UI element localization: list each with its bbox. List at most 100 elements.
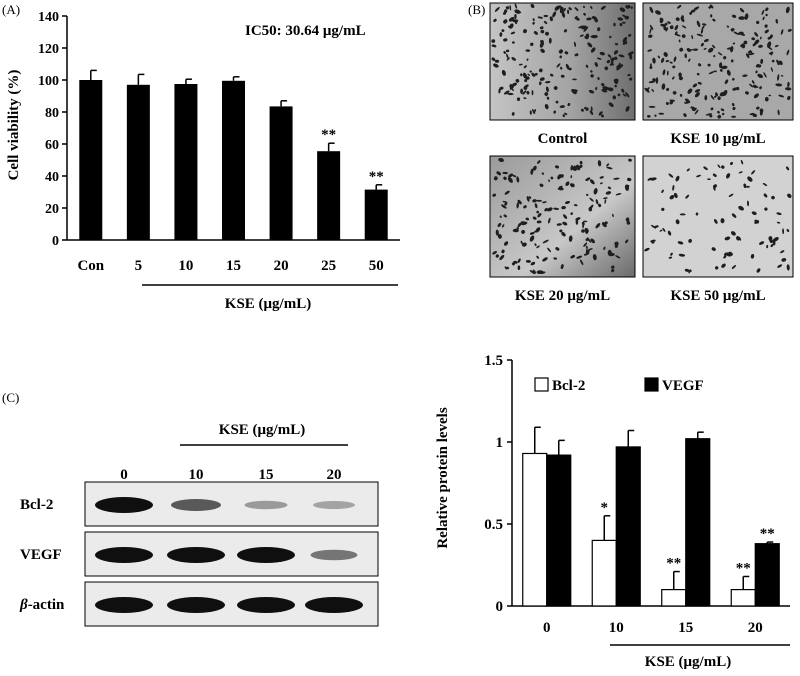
micrograph-1-cell <box>694 107 697 111</box>
micrograph-2-cell <box>589 204 594 210</box>
micrograph-0-cell <box>572 89 578 93</box>
micrograph-2-cell <box>517 265 521 271</box>
micrograph-1-cell <box>649 24 654 30</box>
micrograph-0-cell <box>522 90 527 95</box>
micrograph-0-cell <box>501 29 505 33</box>
micrograph-0-cell <box>531 90 534 96</box>
micrograph-0-cell <box>539 81 542 86</box>
chart-c-ytick-label-3: 1.5 <box>484 353 503 369</box>
micrograph-2-cell <box>561 205 566 210</box>
micrograph-1-cell <box>708 71 715 75</box>
micrograph-1-cell <box>680 16 685 23</box>
micrograph-2-cell <box>532 269 536 274</box>
micrograph-1-cell <box>717 96 721 101</box>
micrograph-1-cell <box>662 69 666 76</box>
chart-c-legend-swatch-0 <box>534 377 549 392</box>
micrograph-1-cell <box>694 89 701 93</box>
micrograph-3-cell <box>746 200 750 207</box>
micrograph-2-cell <box>583 253 588 256</box>
chart-a-xtick-label-0: Con <box>77 258 104 274</box>
micrograph-0-cell <box>511 57 517 61</box>
micrograph-0-cell <box>533 31 538 35</box>
micrograph-3-cell <box>730 231 736 236</box>
chart-a-ytick-label-4: 80 <box>45 106 59 121</box>
micrograph-2-cell <box>517 199 522 205</box>
micrograph-3-cell <box>751 170 756 175</box>
micrograph-1-cell <box>684 53 687 59</box>
micrograph-0-cell <box>509 23 514 29</box>
micrograph-1-cell <box>649 27 652 34</box>
micrograph-0-cell <box>544 92 549 96</box>
micrograph-2-cell <box>605 191 612 195</box>
micrograph-2-cell <box>528 196 532 199</box>
micrograph-1-cell <box>787 95 791 101</box>
micrograph-0-cell <box>624 15 630 20</box>
micrograph-2-cell <box>493 176 498 181</box>
micrograph-0-cell <box>564 112 568 116</box>
micrograph-3-cell <box>738 205 744 211</box>
micrograph-0-cell <box>501 69 506 76</box>
micrograph-0-cell <box>589 110 594 115</box>
micrograph-1-cell <box>765 13 768 17</box>
micrograph-0-cell <box>595 86 598 91</box>
micrograph-2-cell <box>611 268 615 273</box>
micrograph-3-cell <box>661 207 665 212</box>
micrograph-2-cell <box>615 192 622 196</box>
micrograph-0-cell <box>526 58 529 61</box>
micrograph-0-cell <box>625 5 630 9</box>
micrograph-0-cell <box>505 49 510 53</box>
micrograph-3-cell <box>766 244 769 249</box>
micrograph-0-cell <box>604 66 609 71</box>
micrograph-1-cell <box>740 31 744 36</box>
chart-c-xlabel: KSE (μg/mL) <box>645 654 731 670</box>
micrograph-3-cell <box>754 220 760 224</box>
micrograph-0-cell <box>530 3 535 9</box>
micrograph-0-cell <box>585 107 589 111</box>
micrograph-2-cell <box>547 247 552 253</box>
micrograph-0-cell <box>587 42 593 48</box>
micrograph-1-cell <box>677 4 682 9</box>
micrograph-2-cell <box>534 203 538 209</box>
micrograph-1-cell <box>694 92 700 98</box>
micrograph-1-cell <box>696 33 704 37</box>
micrograph-3-cell <box>771 195 775 200</box>
micrograph-1-cell <box>694 109 699 115</box>
micrograph-1-cell <box>751 80 755 84</box>
micrograph-2-cell <box>526 196 530 202</box>
micrograph-2-cell <box>583 220 588 223</box>
micrograph-2-cell <box>615 255 621 259</box>
chart-c-bar-0-3 <box>730 588 756 607</box>
chart-c-bar-0-2 <box>661 588 687 607</box>
micrograph-1-cell <box>759 109 763 116</box>
micrograph-1-cell <box>742 74 748 77</box>
micrograph-3-cell <box>764 207 768 211</box>
micrograph-2-cell <box>516 176 520 183</box>
micrograph-0-cell <box>618 54 625 58</box>
micrograph-1-cell <box>678 39 681 43</box>
blot-row-label-2: β-actin <box>19 597 65 613</box>
micrograph-0-cell <box>514 3 518 9</box>
micrograph-1-cell <box>696 72 700 76</box>
micrograph-2-cell <box>585 245 588 250</box>
micrograph-1-cell <box>665 60 670 63</box>
chart-c-significance-0-2: ** <box>666 556 681 572</box>
micrograph-1-cell <box>759 86 762 90</box>
micrograph-0-cell <box>525 76 530 80</box>
micrograph-0-cell <box>627 73 631 77</box>
micrograph-2-cell <box>504 190 510 195</box>
micrograph-3-cell <box>673 192 678 199</box>
micrograph-0-cell <box>609 63 615 66</box>
micrograph-0-cell <box>539 26 544 30</box>
micrograph-0-cell <box>540 48 545 53</box>
micrograph-0-cell <box>629 77 633 81</box>
micrograph-3-cell <box>731 265 736 269</box>
micrograph-1-cell <box>761 9 765 16</box>
micrograph-1-cell <box>691 34 694 40</box>
chart-a-ytick-label-2: 40 <box>45 170 59 185</box>
micrograph-2-cell <box>579 164 583 169</box>
micrograph-3-cell <box>756 268 761 273</box>
micrograph-1-cell <box>665 102 669 105</box>
chart-a-bar-2 <box>174 84 198 240</box>
micrograph-0-cell <box>617 17 624 21</box>
micrograph-0-cell <box>510 31 516 35</box>
